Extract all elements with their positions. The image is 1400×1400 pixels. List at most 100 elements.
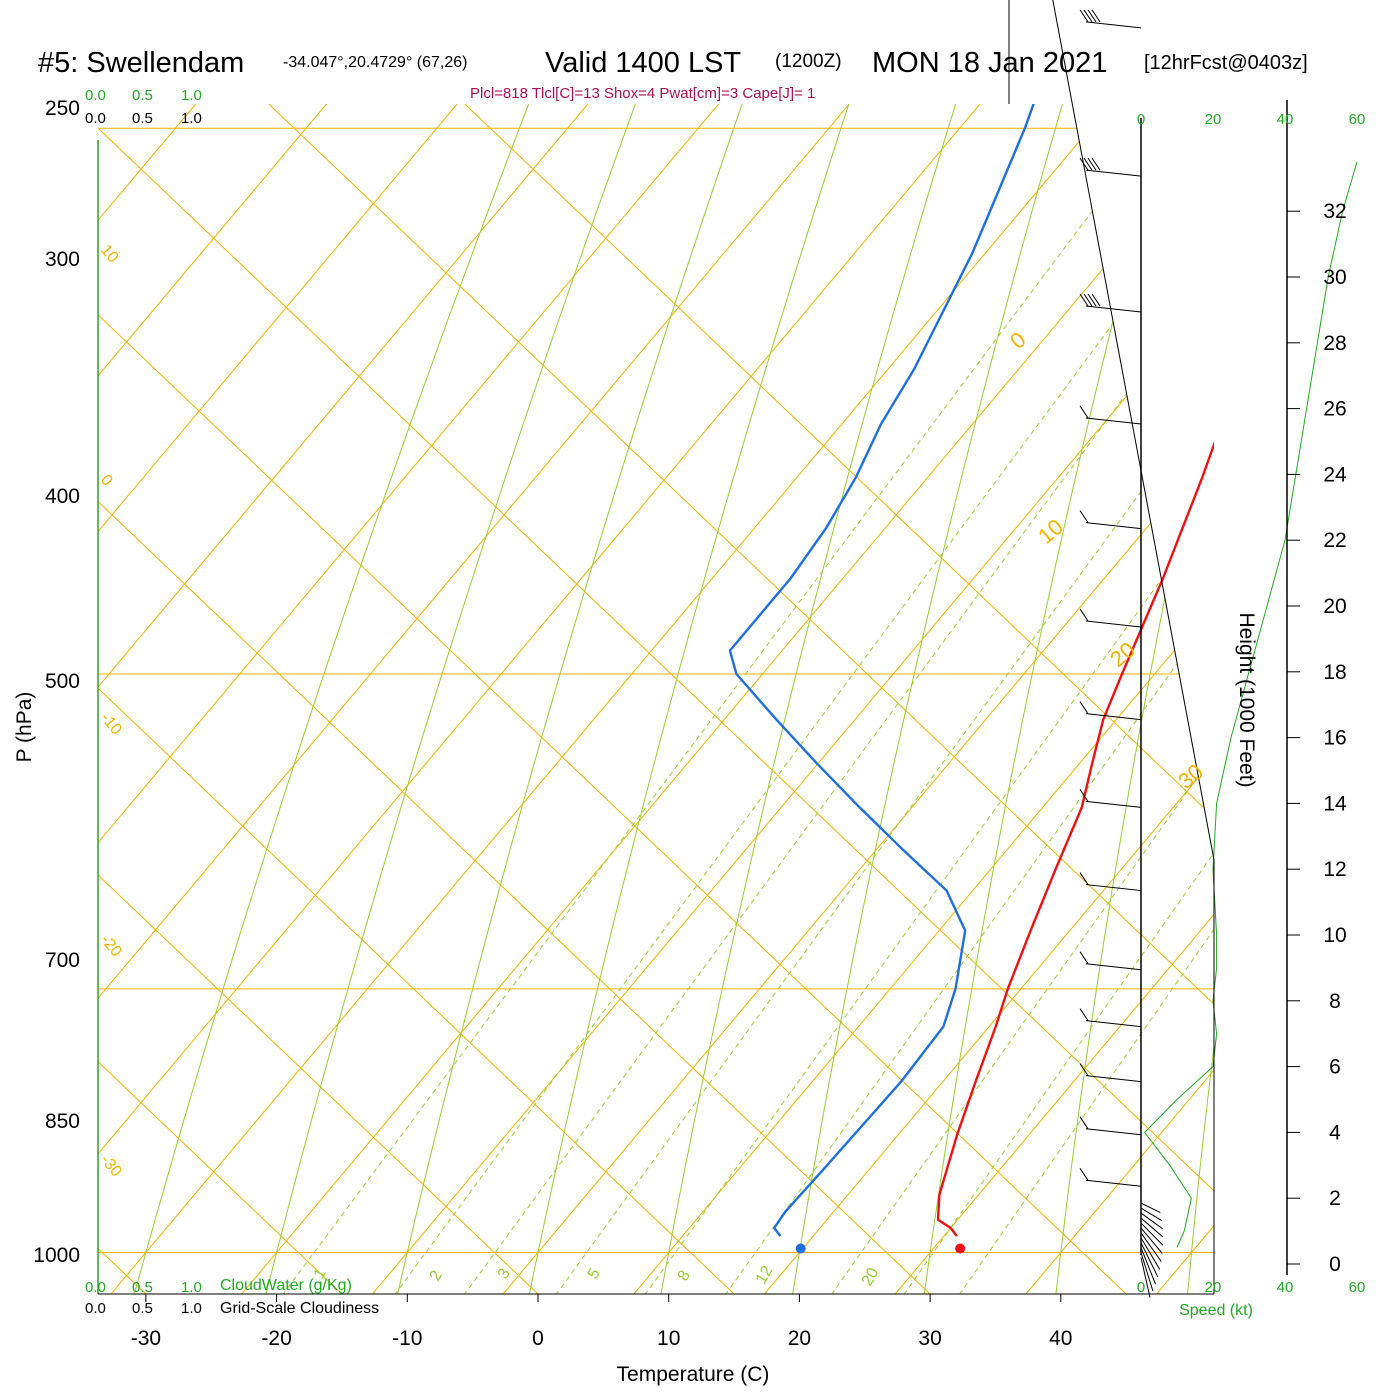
wind-barb-feather	[1079, 789, 1089, 802]
height-tick-label: 20	[1323, 595, 1346, 618]
wind-barb-staff	[1140, 1232, 1162, 1262]
p-tick-1000: 1000	[33, 1244, 80, 1267]
wind-barb-staff	[1085, 1128, 1142, 1136]
mixing-ratio-label: 8	[675, 1268, 694, 1284]
isotherm-line	[764, 758, 1214, 1294]
wind-barb-staff	[1140, 1207, 1162, 1221]
wind-barb-feather	[1079, 701, 1089, 714]
isotherm-label: -30	[97, 1152, 125, 1181]
wind-barb-staff	[1140, 1237, 1161, 1270]
p-tick-700: 700	[45, 949, 80, 972]
wind-barb-feather	[1079, 405, 1089, 419]
dewpoint-profile	[728, 104, 1035, 1237]
mixing-ratio-line	[555, 391, 1214, 1294]
wind-barb-staff	[1140, 1247, 1156, 1285]
wind-barb-feather	[1091, 293, 1101, 307]
height-tick-label: 18	[1323, 661, 1346, 684]
dry-adiabat-line	[397, 104, 743, 1294]
plot-right-boundary	[1008, 0, 1215, 1294]
temperature-tick-label: -20	[261, 1327, 291, 1350]
isotherm-line	[98, 104, 850, 1000]
isotherm-line	[633, 602, 1214, 1294]
height-tick-label: 16	[1323, 727, 1346, 750]
wind-barb-staff	[1085, 1020, 1142, 1028]
wind-barb-staff	[1085, 1179, 1142, 1187]
isotherm-line	[98, 104, 327, 377]
p-tick-500: 500	[45, 670, 80, 693]
height-tick-label: 6	[1329, 1056, 1341, 1079]
p-tick-400: 400	[45, 485, 80, 508]
height-tick-label: 22	[1323, 529, 1346, 552]
isotherm-line	[894, 913, 1214, 1294]
isotherm-line	[110, 104, 1112, 1294]
wind-barb-staff	[1085, 169, 1142, 177]
valid-time: Valid 1400 LST	[545, 47, 741, 79]
height-tick-label: 10	[1323, 924, 1346, 947]
isotherm-label: 10	[97, 242, 122, 267]
plot-mask	[1009, 0, 1300, 860]
dry-adiabat-line	[133, 104, 530, 1294]
wind-barb-feather	[1091, 9, 1101, 23]
cloud-scale-top: 0.0 0.5 1.0 0.0 0.5 1.0	[85, 87, 202, 127]
dry-adiabat-line	[528, 104, 850, 1294]
isotherm-line	[98, 104, 458, 533]
speed-axis-title: Speed (kt)	[1179, 1302, 1253, 1319]
height-tick-label: 30	[1323, 266, 1346, 289]
temperature-tick-label: 20	[788, 1327, 811, 1350]
wind-barb-staff	[1085, 963, 1142, 971]
wind-barb-staff	[1140, 1257, 1151, 1298]
wind-barb-feather	[1087, 293, 1097, 307]
mixing-ratio-line	[394, 186, 1214, 1294]
speed-top-tick-label: 60	[1349, 111, 1366, 128]
station-title: #5: Swellendam	[38, 47, 244, 79]
speed-bottom-tick-label: 40	[1277, 1279, 1294, 1296]
cloud-top-black-0: 0.0	[85, 110, 106, 127]
diagonal-guide-line	[98, 874, 539, 1294]
temperature-tick-label: -30	[131, 1327, 161, 1350]
wind-barb-feather	[1083, 9, 1093, 23]
dry-adiabat-line	[923, 104, 1170, 1294]
wind-barb-staff	[1140, 1202, 1161, 1213]
isotherm-label: 0	[1005, 327, 1030, 354]
height-tick-label: 8	[1329, 990, 1341, 1013]
cloud-top-black-1: 0.5	[132, 110, 153, 127]
cloud-bottom-black-0: 0.0	[85, 1300, 106, 1317]
isotherm-line	[241, 135, 1214, 1294]
surface-dewpoint-dot	[795, 1243, 806, 1254]
dry-adiabat-line	[792, 104, 1063, 1294]
mixing-ratio-line	[464, 274, 1214, 1294]
cloudwater-label: CloudWater (g/Kg)	[220, 1277, 352, 1294]
surface-temperature-dot	[955, 1243, 966, 1254]
wind-barb-feather	[1079, 9, 1089, 23]
wind-barb-feather	[1079, 951, 1089, 964]
isotherm-line	[98, 104, 589, 688]
cloud-bottom-green-0: 0.0	[85, 1279, 106, 1296]
diagonal-guide-line	[268, 104, 1214, 1005]
wind-barb-staff	[1140, 1252, 1154, 1292]
isotherm-label: 0	[97, 472, 116, 490]
cloud-top-black-2: 1.0	[181, 110, 202, 127]
speed-bottom-tick-label: 60	[1349, 1279, 1366, 1296]
wind-barb-staff	[1085, 305, 1142, 313]
dry-adiabat-line	[265, 104, 636, 1294]
wind-barb-staff	[1140, 1227, 1163, 1254]
height-tick-label: 4	[1329, 1121, 1341, 1144]
wind-barb-feather	[1079, 608, 1089, 622]
wind-barb-staff	[1085, 522, 1142, 530]
temperature-tick-label: -10	[392, 1327, 422, 1350]
diagonal-guide-line	[98, 687, 735, 1294]
wind-barb-staff	[1085, 21, 1142, 29]
p-tick-250: 250	[45, 97, 80, 120]
cloud-bottom-green-1: 0.5	[132, 1279, 153, 1296]
valid-date: MON 18 Jan 2021	[872, 47, 1107, 79]
wind-barb-staff	[1085, 620, 1142, 628]
temperature-tick-label: 0	[532, 1327, 544, 1350]
speed-top-tick-label: 0	[1137, 111, 1145, 128]
dry-adiabat-line	[1187, 1042, 1214, 1294]
cloud-bottom-green-2: 1.0	[181, 1279, 202, 1296]
height-tick-label: 0	[1329, 1253, 1341, 1276]
isotherm-label: 10	[1033, 514, 1068, 549]
station-coords: -34.047°,20.4729° (67,26)	[283, 54, 467, 71]
mixing-ratio-line	[725, 611, 1214, 1294]
